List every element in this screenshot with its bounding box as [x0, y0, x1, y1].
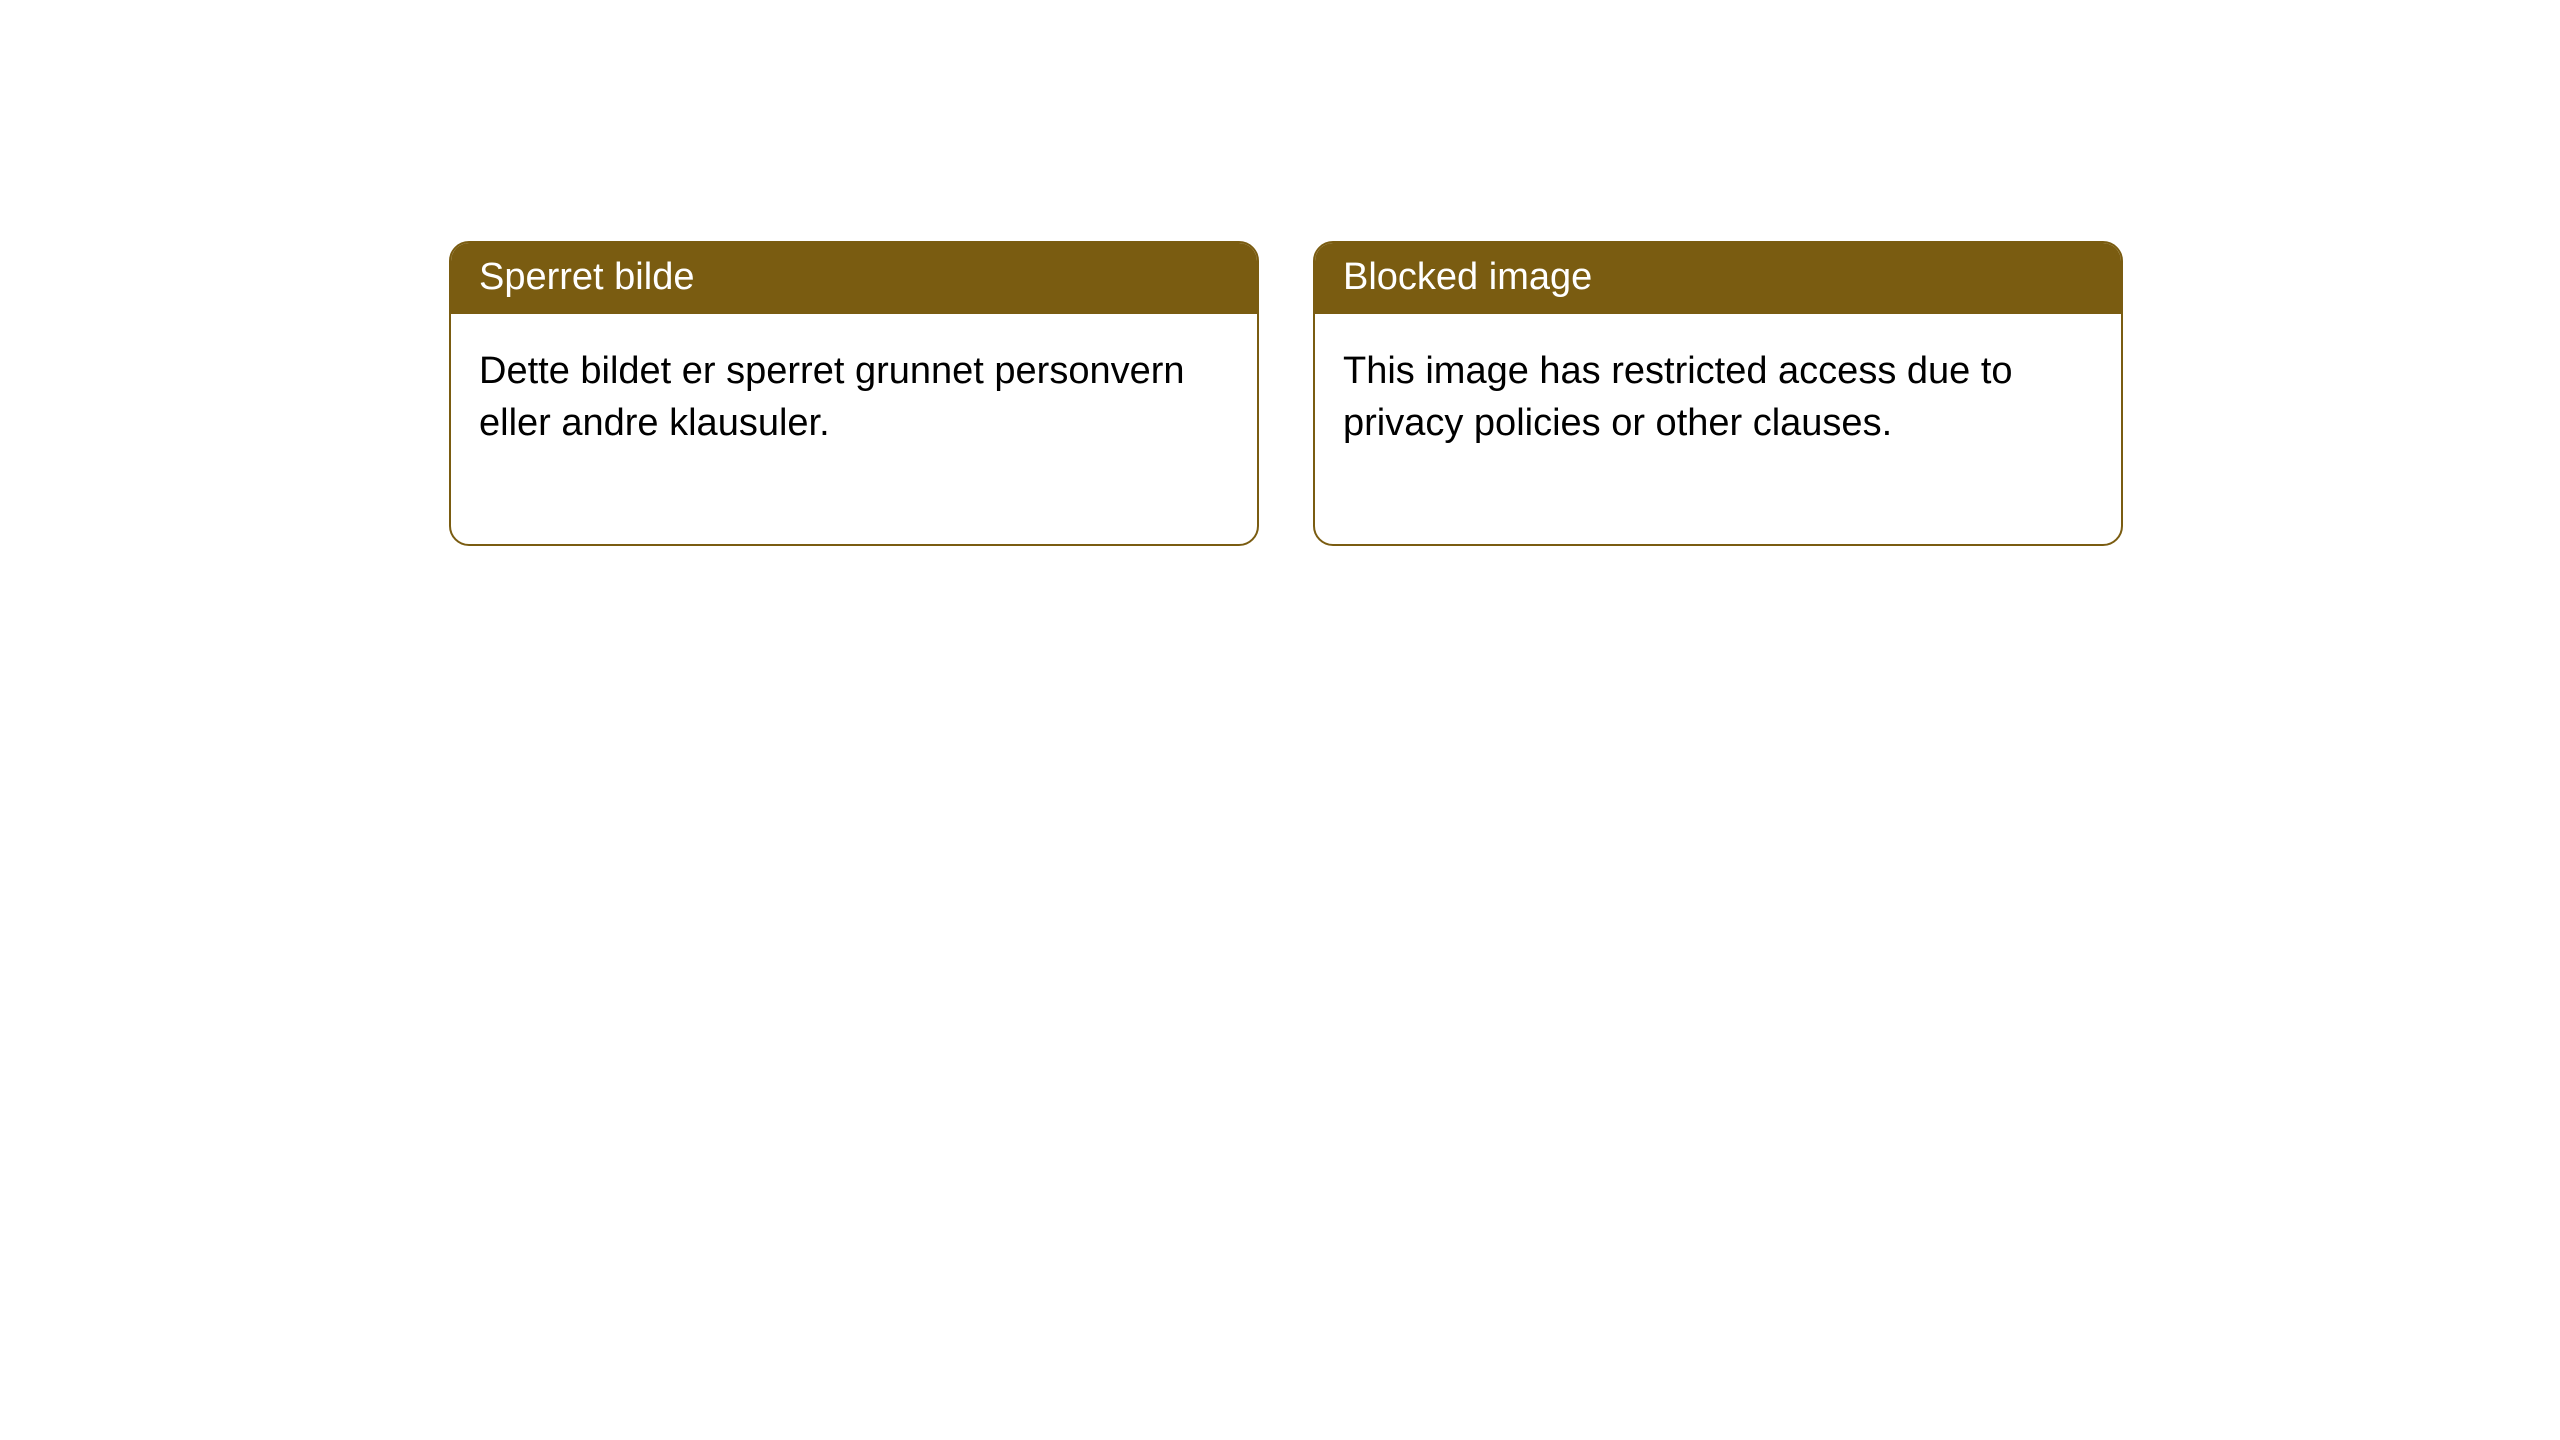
notice-cards-container: Sperret bilde Dette bildet er sperret gr… — [0, 0, 2560, 546]
card-header: Blocked image — [1315, 243, 2121, 314]
card-body-text: Dette bildet er sperret grunnet personve… — [479, 350, 1185, 444]
card-body: This image has restricted access due to … — [1315, 314, 2121, 543]
card-body-text: This image has restricted access due to … — [1343, 350, 2013, 444]
card-body: Dette bildet er sperret grunnet personve… — [451, 314, 1257, 543]
blocked-image-card-en: Blocked image This image has restricted … — [1313, 241, 2123, 546]
card-title: Sperret bilde — [479, 256, 694, 298]
blocked-image-card-no: Sperret bilde Dette bildet er sperret gr… — [449, 241, 1259, 546]
card-title: Blocked image — [1343, 256, 1592, 298]
card-header: Sperret bilde — [451, 243, 1257, 314]
